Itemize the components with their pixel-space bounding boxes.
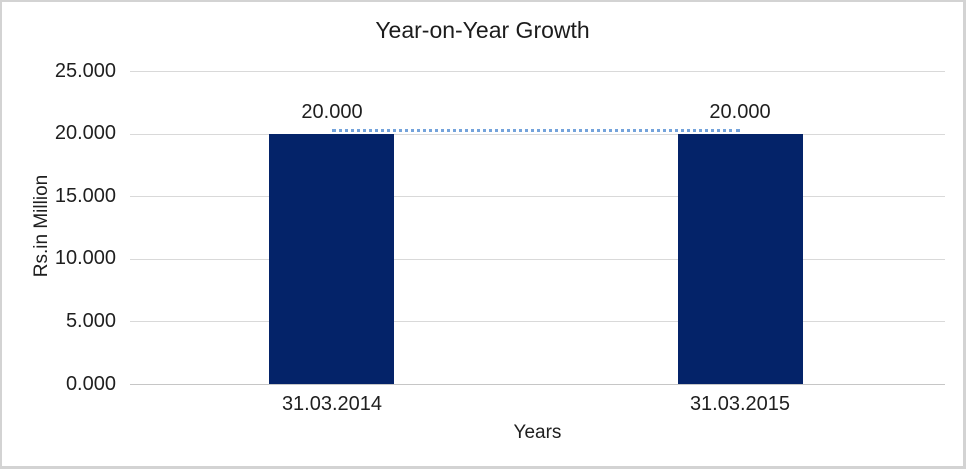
gridline	[130, 196, 945, 197]
gridline	[130, 321, 945, 322]
bar-2014	[269, 134, 394, 384]
y-axis-tick-label: 25.000	[54, 60, 116, 82]
x-axis-line	[130, 384, 945, 385]
x-axis-tick-label: 31.03.2015	[689, 393, 791, 415]
x-axis-title: Years	[513, 422, 562, 443]
data-label: 20.000	[709, 101, 771, 123]
y-axis-tick-label: 15.000	[54, 185, 116, 207]
y-axis-tick-label: 20.000	[54, 122, 116, 144]
bar-2015	[678, 134, 803, 384]
dotted-connector-line	[332, 129, 740, 132]
y-axis-tick-label: 5.000	[65, 310, 116, 332]
y-axis-tick-label: 10.000	[54, 247, 116, 269]
plot-area	[130, 71, 945, 384]
gridline	[130, 71, 945, 72]
gridline	[130, 259, 945, 260]
gridline	[130, 134, 945, 135]
chart-title: Year-on-Year Growth	[375, 17, 590, 43]
data-label: 20.000	[301, 101, 363, 123]
y-axis-tick-label: 0.000	[65, 373, 116, 395]
x-axis-tick-label: 31.03.2014	[281, 393, 383, 415]
